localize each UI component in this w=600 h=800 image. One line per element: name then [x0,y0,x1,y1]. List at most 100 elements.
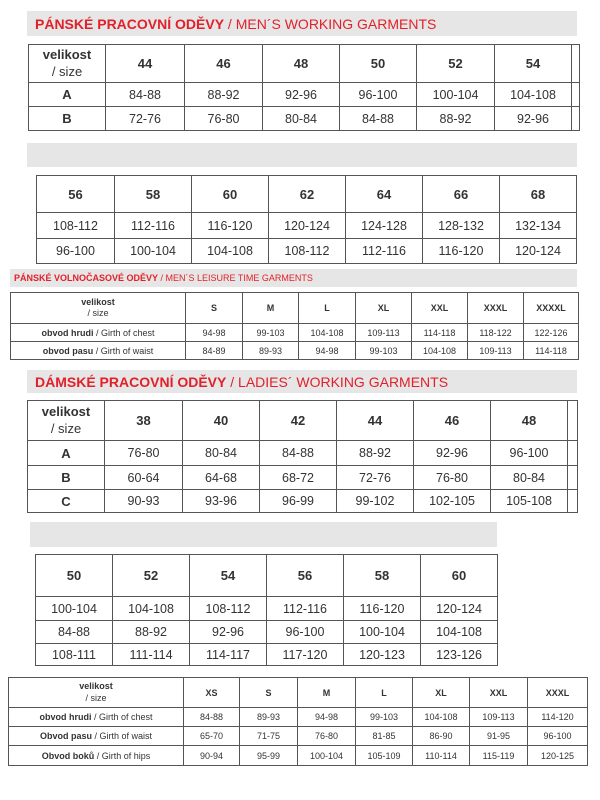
title-cz: DÁMSKÉ PRACOVNÍ ODĚVY [35,373,227,390]
value-cell: 112-116 [345,238,423,264]
row-label-en: / Girth of chest [95,327,155,338]
value-cell: 116-120 [343,596,421,621]
size-label: velikost [81,296,115,307]
table-row: A 76-80 80-84 84-88 88-92 92-96 96-100 [27,440,578,466]
value-cell: 109-113 [467,341,524,360]
value-cell: 120-124 [420,596,498,621]
size-sub-label: / size [87,308,109,318]
value-cell: 96-100 [36,238,115,264]
size-header-cell: 64 [345,175,423,213]
size-header-cell: 50 [35,554,113,597]
size-label: velikost [79,681,113,692]
row-label-cell: Obvod pasu / Girth of waist [8,726,184,746]
value-cell: 84-88 [105,82,185,107]
size-label-cell: velikost / size [8,677,184,708]
size-header-cell: XS [183,677,240,708]
value-cell: 111-114 [112,643,190,666]
header-row: velikost / size 44 46 48 50 52 54 [28,44,580,83]
value-cell: 104-108 [412,707,470,727]
spacer-bar [27,143,577,167]
empty-cell [567,489,578,513]
value-cell: 99-103 [242,323,299,342]
value-cell: 120-125 [527,745,588,766]
value-cell: 86-90 [412,726,470,746]
table-row: 108-111 111-114 114-117 117-120 120-123 123-1… [35,643,498,666]
size-header-cell: 56 [36,175,115,213]
header-row: velikost / size 38 40 42 44 46 48 [27,400,578,441]
size-header-cell: 68 [499,175,577,213]
row-label-en: / Girth of waist [91,731,153,741]
value-cell: 89-93 [239,707,298,727]
value-cell: 88-92 [184,82,263,107]
value-cell: 112-116 [266,596,344,621]
size-header-cell: 54 [189,554,267,597]
table-row: obvod hrudi / Girth of chest 94-98 99-103 1… [10,323,579,342]
value-cell: 64-68 [182,465,260,490]
empty-cell [571,106,580,131]
size-header-cell: 54 [494,44,572,83]
value-cell: 124-128 [345,212,423,239]
value-cell: 92-96 [413,440,491,466]
spacer-bar [30,522,497,547]
value-cell: 112-116 [114,212,192,239]
row-label-cell: obvod pasu / Girth of waist [10,341,186,360]
value-cell: 76-80 [184,106,263,131]
size-header-cell: L [355,677,413,708]
section-header-ladies-working: DÁMSKÉ PRACOVNÍ ODĚVY / LADIES´ WORKING … [27,370,577,393]
value-cell: 104-108 [494,82,572,107]
ladies-working-table-2: 50 52 54 56 58 60 100-104 104-108 108-112 112-116… [35,554,498,666]
value-cell: 123-126 [420,643,498,666]
value-cell: 99-103 [355,707,413,727]
value-cell: 116-120 [191,212,269,239]
value-cell: 80-84 [262,106,340,131]
value-cell: 88-92 [336,440,414,466]
header-row: velikost / size XS S M L XL XXL XXXL [8,677,588,708]
value-cell: 100-104 [114,238,192,264]
empty-cell [571,44,580,83]
title-en: / MEN´S LEISURE TIME GARMENTS [158,273,313,283]
value-cell: 94-98 [297,707,356,727]
size-header-cell: XL [412,677,470,708]
empty-cell [571,82,580,107]
size-header-cell: 46 [184,44,263,83]
value-cell: 71-75 [239,726,298,746]
table-row: obvod pasu / Girth of waist 84-89 89-93 94-… [10,341,579,360]
value-cell: 92-96 [494,106,572,131]
value-cell: 100-104 [35,596,113,621]
size-sub-label: / size [50,420,82,436]
value-cell: 96-100 [490,440,568,466]
row-label-en: / Girth of chest [91,712,153,722]
table-row: 96-100 100-104 104-108 108-112 112-116 116-12… [36,238,577,264]
value-cell: 114-118 [523,341,579,360]
value-cell: 122-126 [523,323,579,342]
size-label-cell: velikost / size [28,44,106,83]
table-row: 100-104 104-108 108-112 112-116 116-120 120-1… [35,596,498,621]
row-label-cz: obvod hrudi [39,712,92,722]
size-header-cell: 48 [262,44,340,83]
size-header-cell: XXL [411,292,468,324]
value-cell: 108-111 [35,643,113,666]
size-header-cell: 52 [112,554,190,597]
value-cell: 76-80 [104,440,183,466]
table-row: A 84-88 88-92 92-96 96-100 100-104 104-108 [28,82,580,107]
empty-cell [567,465,578,490]
empty-cell [567,400,578,441]
row-label-cz: obvod pasu [42,345,94,356]
row-label-cz: Obvod pasu [39,731,92,741]
size-header-cell: XXXL [467,292,524,324]
table-row: C 90-93 93-96 96-99 99-102 102-105 105-108 [27,489,578,513]
value-cell: 105-108 [490,489,568,513]
size-header-cell: 46 [413,400,491,441]
value-cell: 72-76 [336,465,414,490]
size-header-cell: 48 [490,400,568,441]
value-cell: 65-70 [183,726,240,746]
value-cell: 92-96 [189,620,267,644]
ladies-working-table-1: velikost / size 38 40 42 44 46 48 A 76-80 80-84 84-… [27,400,578,513]
mens-working-table-1: velikost / size 44 46 48 50 52 54 A 84-88 88-92 92-… [28,44,580,131]
table-row: 108-112 112-116 116-120 120-124 124-128 128-1… [36,212,577,239]
size-sub-label: / size [51,63,83,79]
header-row: 56 58 60 62 64 66 68 [36,175,577,213]
value-cell: 114-118 [411,323,468,342]
size-header-cell: 52 [416,44,495,83]
value-cell: 108-112 [189,596,267,621]
